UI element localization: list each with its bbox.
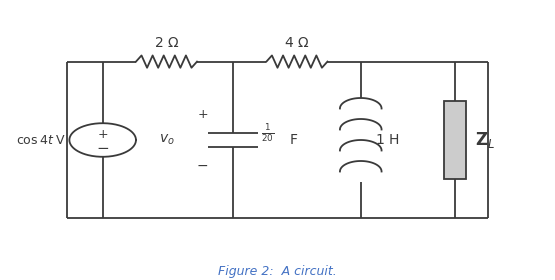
Bar	[444, 101, 466, 179]
Text: $+$: $+$	[97, 129, 108, 141]
Text: $4\ \Omega$: $4\ \Omega$	[284, 36, 310, 50]
Text: $-$: $-$	[196, 158, 209, 172]
Text: $\mathbf{Z}_L$: $\mathbf{Z}_L$	[475, 130, 495, 150]
Text: $+$: $+$	[197, 108, 208, 121]
Text: $1\ \mathrm{H}$: $1\ \mathrm{H}$	[375, 133, 399, 147]
Text: $\cos 4t\ \mathrm{V}$: $\cos 4t\ \mathrm{V}$	[16, 134, 67, 146]
Text: $v_o$: $v_o$	[159, 133, 175, 147]
Text: Figure 2:  A circuit.: Figure 2: A circuit.	[218, 265, 337, 278]
Text: $-$: $-$	[96, 139, 109, 154]
Text: $\mathrm{F}$: $\mathrm{F}$	[289, 133, 297, 147]
Text: $\frac{1}{20}$: $\frac{1}{20}$	[261, 122, 274, 144]
Text: $2\ \Omega$: $2\ \Omega$	[154, 36, 179, 50]
